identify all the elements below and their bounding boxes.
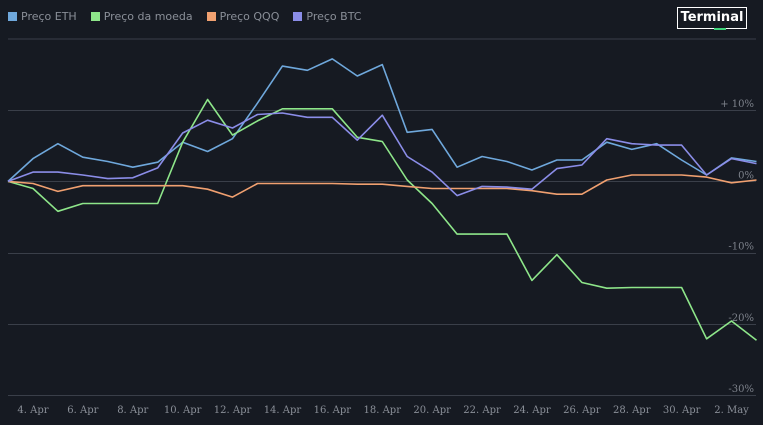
series-line — [7, 112, 757, 197]
x-tick-label: 30. Apr — [663, 405, 701, 416]
legend-swatch — [90, 12, 100, 21]
x-axis: 4. Apr 6. Apr 8. Apr 10. Apr 12. Apr 14. Apr 1… — [17, 405, 749, 416]
grid-lines — [8, 38, 756, 396]
legend-swatch — [8, 12, 17, 21]
legend-label: Preço da moeda — [103, 10, 193, 23]
x-tick-label: 14. Apr — [264, 405, 302, 416]
legend-label: Preço QQQ — [219, 10, 280, 23]
y-tick-label: 0% — [738, 170, 754, 181]
legend-label: Preço ETH — [21, 10, 77, 23]
y-tick-label: + 10% — [720, 99, 754, 110]
y-tick-label: -10% — [728, 242, 754, 253]
legend-label: Preço BTC — [306, 10, 362, 23]
x-tick-label: 28. Apr — [613, 405, 651, 416]
x-tick-label: 26. Apr — [563, 405, 601, 416]
y-axis: + 10% 0% -10% -20% -30% — [720, 99, 754, 395]
legend-item[interactable]: Preço QQQ — [206, 10, 280, 23]
x-tick-label: 6. Apr — [67, 405, 98, 416]
x-tick-label: 12. Apr — [214, 405, 252, 416]
x-tick-label: 8. Apr — [117, 405, 148, 416]
legend-item[interactable]: Preço da moeda — [90, 10, 193, 23]
terminal-badge[interactable]: Terminal — [677, 7, 747, 29]
x-tick-label: 2. May — [714, 405, 749, 416]
series-line — [7, 174, 757, 198]
series-line — [7, 58, 757, 182]
x-tick-label: 4. Apr — [17, 405, 48, 416]
x-tick-label: 22. Apr — [463, 405, 501, 416]
terminal-badge-accent — [714, 28, 726, 30]
y-tick-label: -30% — [728, 384, 754, 395]
x-tick-label: 16. Apr — [314, 405, 352, 416]
series-lines — [7, 58, 757, 341]
y-tick-label: -20% — [728, 313, 754, 324]
legend: Preço ETH Preço da moeda Preço QQQ Preço BT… — [8, 10, 361, 23]
legend-swatch — [293, 12, 303, 21]
legend-item[interactable]: Preço ETH — [8, 10, 77, 23]
legend-swatch — [206, 12, 216, 21]
series-line — [7, 98, 757, 341]
x-tick-label: 10. Apr — [164, 405, 202, 416]
legend-item[interactable]: Preço BTC — [293, 10, 361, 23]
x-tick-label: 24. Apr — [513, 405, 551, 416]
x-tick-label: 18. Apr — [364, 405, 402, 416]
x-tick-label: 20. Apr — [413, 405, 451, 416]
